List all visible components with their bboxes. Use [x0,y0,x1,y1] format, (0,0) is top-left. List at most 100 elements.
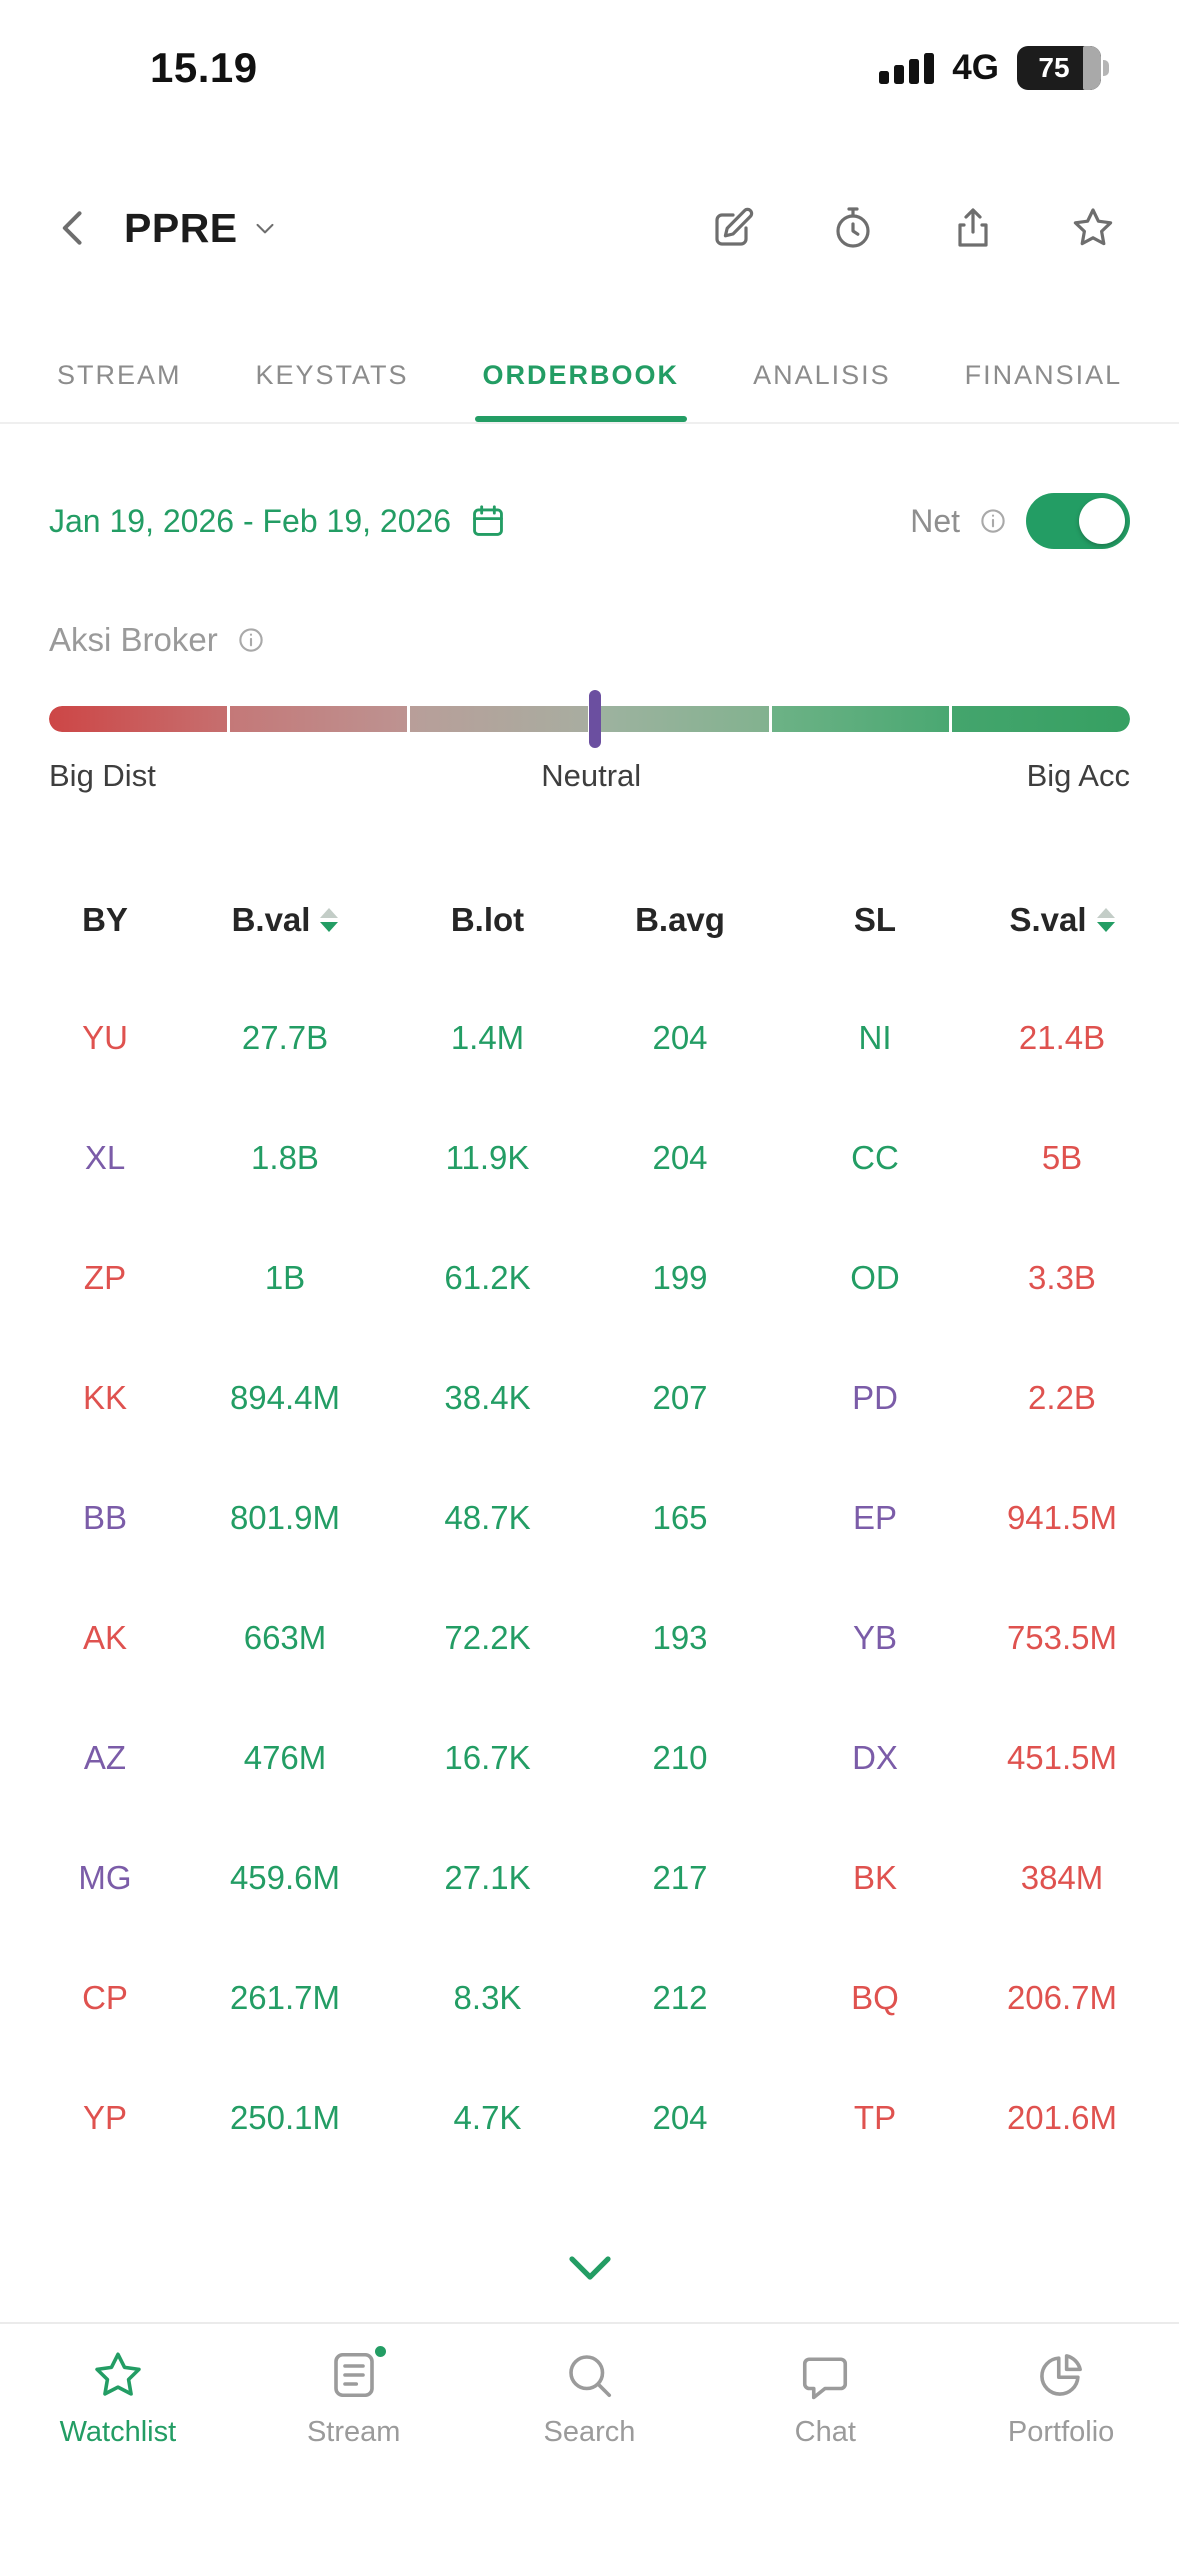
sell-value: 201.6M [1006,2099,1118,2136]
buyer-broker-code[interactable]: XL [84,1139,126,1176]
orderbook-row[interactable]: YU 27.7B 1.4M 204 NI 21.4B [0,978,1179,1098]
buyer-broker-code[interactable]: YU [82,1019,128,1056]
sort-icon[interactable] [320,908,339,932]
nav-item-stream[interactable]: Stream [236,2343,472,2550]
orderbook-row[interactable]: XL 1.8B 11.9K 204 CC 5B [0,1098,1179,1218]
seller-broker-code[interactable]: EP [852,1499,898,1536]
orderbook-row[interactable]: KK 894.4M 38.4K 207 PD 2.2B [0,1338,1179,1458]
buyer-broker-code[interactable]: MG [78,1859,132,1896]
orderbook-row[interactable]: AK 663M 72.2K 193 YB 753.5M [0,1578,1179,1698]
buy-lot: 72.2K [444,1619,531,1656]
broker-action-info-icon[interactable] [236,625,266,655]
buy-lot: 38.4K [444,1379,531,1416]
date-range-text: Jan 19, 2026 - Feb 19, 2026 [49,502,452,539]
tab-keystats[interactable]: KEYSTATS [255,359,409,390]
seller-broker-code[interactable]: DX [852,1739,898,1776]
seller-broker-code[interactable]: PD [852,1379,898,1416]
buy-average: 165 [652,1499,708,1536]
nav-label: Chat [794,2416,856,2448]
broker-action-marker [588,690,601,748]
nav-item-search[interactable]: Search [472,2348,708,2550]
orderbook-table-header: BY B.val B.lot B.avg SL S.val [0,870,1179,970]
buy-lot: 8.3K [453,1979,522,2016]
orderbook-table: BY B.val B.lot B.avg SL S.val YU 27.7B 1… [0,870,1179,2178]
tab-orderbook[interactable]: ORDERBOOK [474,328,687,422]
scale-label-big-dist: Big Dist [49,758,156,793]
buy-lot: 1.4M [450,1019,525,1056]
broker-action-title: Aksi Broker [49,621,218,658]
scale-label-big-acc: Big Acc [1026,758,1130,793]
buy-value: 459.6M [229,1859,341,1896]
seller-broker-code[interactable]: BK [852,1859,898,1896]
broker-action-meter [49,690,1130,748]
buyer-broker-code[interactable]: ZP [83,1259,127,1296]
orderbook-row[interactable]: ZP 1B 61.2K 199 OD 3.3B [0,1218,1179,1338]
orderbook-row[interactable]: CP 261.7M 8.3K 212 BQ 206.7M [0,1938,1179,2058]
buy-value: 261.7M [229,1979,341,2016]
buy-average: 204 [652,1139,708,1176]
buy-value: 1.8B [251,1139,319,1176]
buyer-broker-code[interactable]: BB [82,1499,128,1536]
net-toggle[interactable] [1026,493,1130,549]
buyer-broker-code[interactable]: AZ [83,1739,127,1776]
sell-value: 941.5M [1006,1499,1118,1536]
sell-value: 3.3B [1028,1259,1096,1296]
sell-value: 2.2B [1028,1379,1096,1416]
seller-broker-code[interactable]: NI [858,1019,892,1056]
orderbook-row[interactable]: AZ 476M 16.7K 210 DX 451.5M [0,1698,1179,1818]
buy-average: 193 [652,1619,708,1656]
alarm-icon[interactable] [829,204,877,252]
search-icon [562,2348,616,2402]
nav-item-chat[interactable]: Chat [707,2348,943,2550]
nav-item-watchlist[interactable]: Watchlist [0,2348,236,2550]
buyer-broker-code[interactable]: KK [82,1379,128,1416]
buy-average: 199 [652,1259,708,1296]
header-actions [709,204,1117,252]
buy-value: 27.7B [241,1019,329,1056]
nav-item-portfolio[interactable]: Portfolio [943,2348,1179,2550]
chat-icon [798,2348,852,2402]
page-header: PPRE [0,186,1179,270]
tab-stream[interactable]: STREAM [57,359,182,390]
seller-broker-code[interactable]: YB [852,1619,898,1656]
orderbook-rows: YU 27.7B 1.4M 204 NI 21.4B XL 1.8B 11.9K… [0,978,1179,2178]
broker-action-header: Aksi Broker [0,610,1179,670]
ticker-symbol[interactable]: PPRE [124,204,238,251]
sell-value: 21.4B [1018,1019,1106,1056]
date-range-picker[interactable]: Jan 19, 2026 - Feb 19, 2026 [49,502,507,540]
buyer-broker-code[interactable]: YP [82,2099,128,2136]
compose-icon[interactable] [709,204,757,252]
orderbook-row[interactable]: YP 250.1M 4.7K 204 TP 201.6M [0,2058,1179,2178]
nav-label: Watchlist [59,2416,177,2448]
buy-value: 1B [264,1259,306,1296]
buyer-broker-code[interactable]: AK [82,1619,128,1656]
buy-average: 210 [652,1739,708,1776]
back-button[interactable] [52,206,96,250]
chevron-down-icon [568,2256,611,2280]
expand-table-button[interactable] [0,2254,1179,2282]
battery-percent: 75 [1038,52,1070,83]
tab-analisis[interactable]: ANALISIS [753,359,891,390]
portfolio-pie-icon [1034,2348,1088,2402]
tab-finansial[interactable]: FINANSIAL [964,359,1123,390]
net-toggle-group: Net [910,493,1130,549]
seller-broker-code[interactable]: TP [853,2099,897,2136]
column-header-sval[interactable]: S.val [975,901,1149,939]
favorite-star-icon[interactable] [1069,204,1117,252]
seller-broker-code[interactable]: BQ [851,1979,899,2016]
sell-value: 384M [1020,1859,1104,1896]
scale-label-neutral: Neutral [541,758,642,793]
column-header-bval[interactable]: B.val [180,901,390,939]
seller-broker-code[interactable]: CC [851,1139,899,1176]
orderbook-row[interactable]: BB 801.9M 48.7K 165 EP 941.5M [0,1458,1179,1578]
net-info-icon[interactable] [978,506,1008,536]
ticker-dropdown-chevron-icon[interactable] [250,213,280,243]
sort-icon[interactable] [1096,908,1115,932]
share-icon[interactable] [949,204,997,252]
buyer-broker-code[interactable]: CP [82,1979,128,2016]
seller-broker-code[interactable]: OD [850,1259,900,1296]
orderbook-row[interactable]: MG 459.6M 27.1K 217 BK 384M [0,1818,1179,1938]
status-time: 15.19 [150,44,258,91]
column-header-sl: SL [853,901,897,938]
watchlist-star-icon [91,2348,145,2402]
